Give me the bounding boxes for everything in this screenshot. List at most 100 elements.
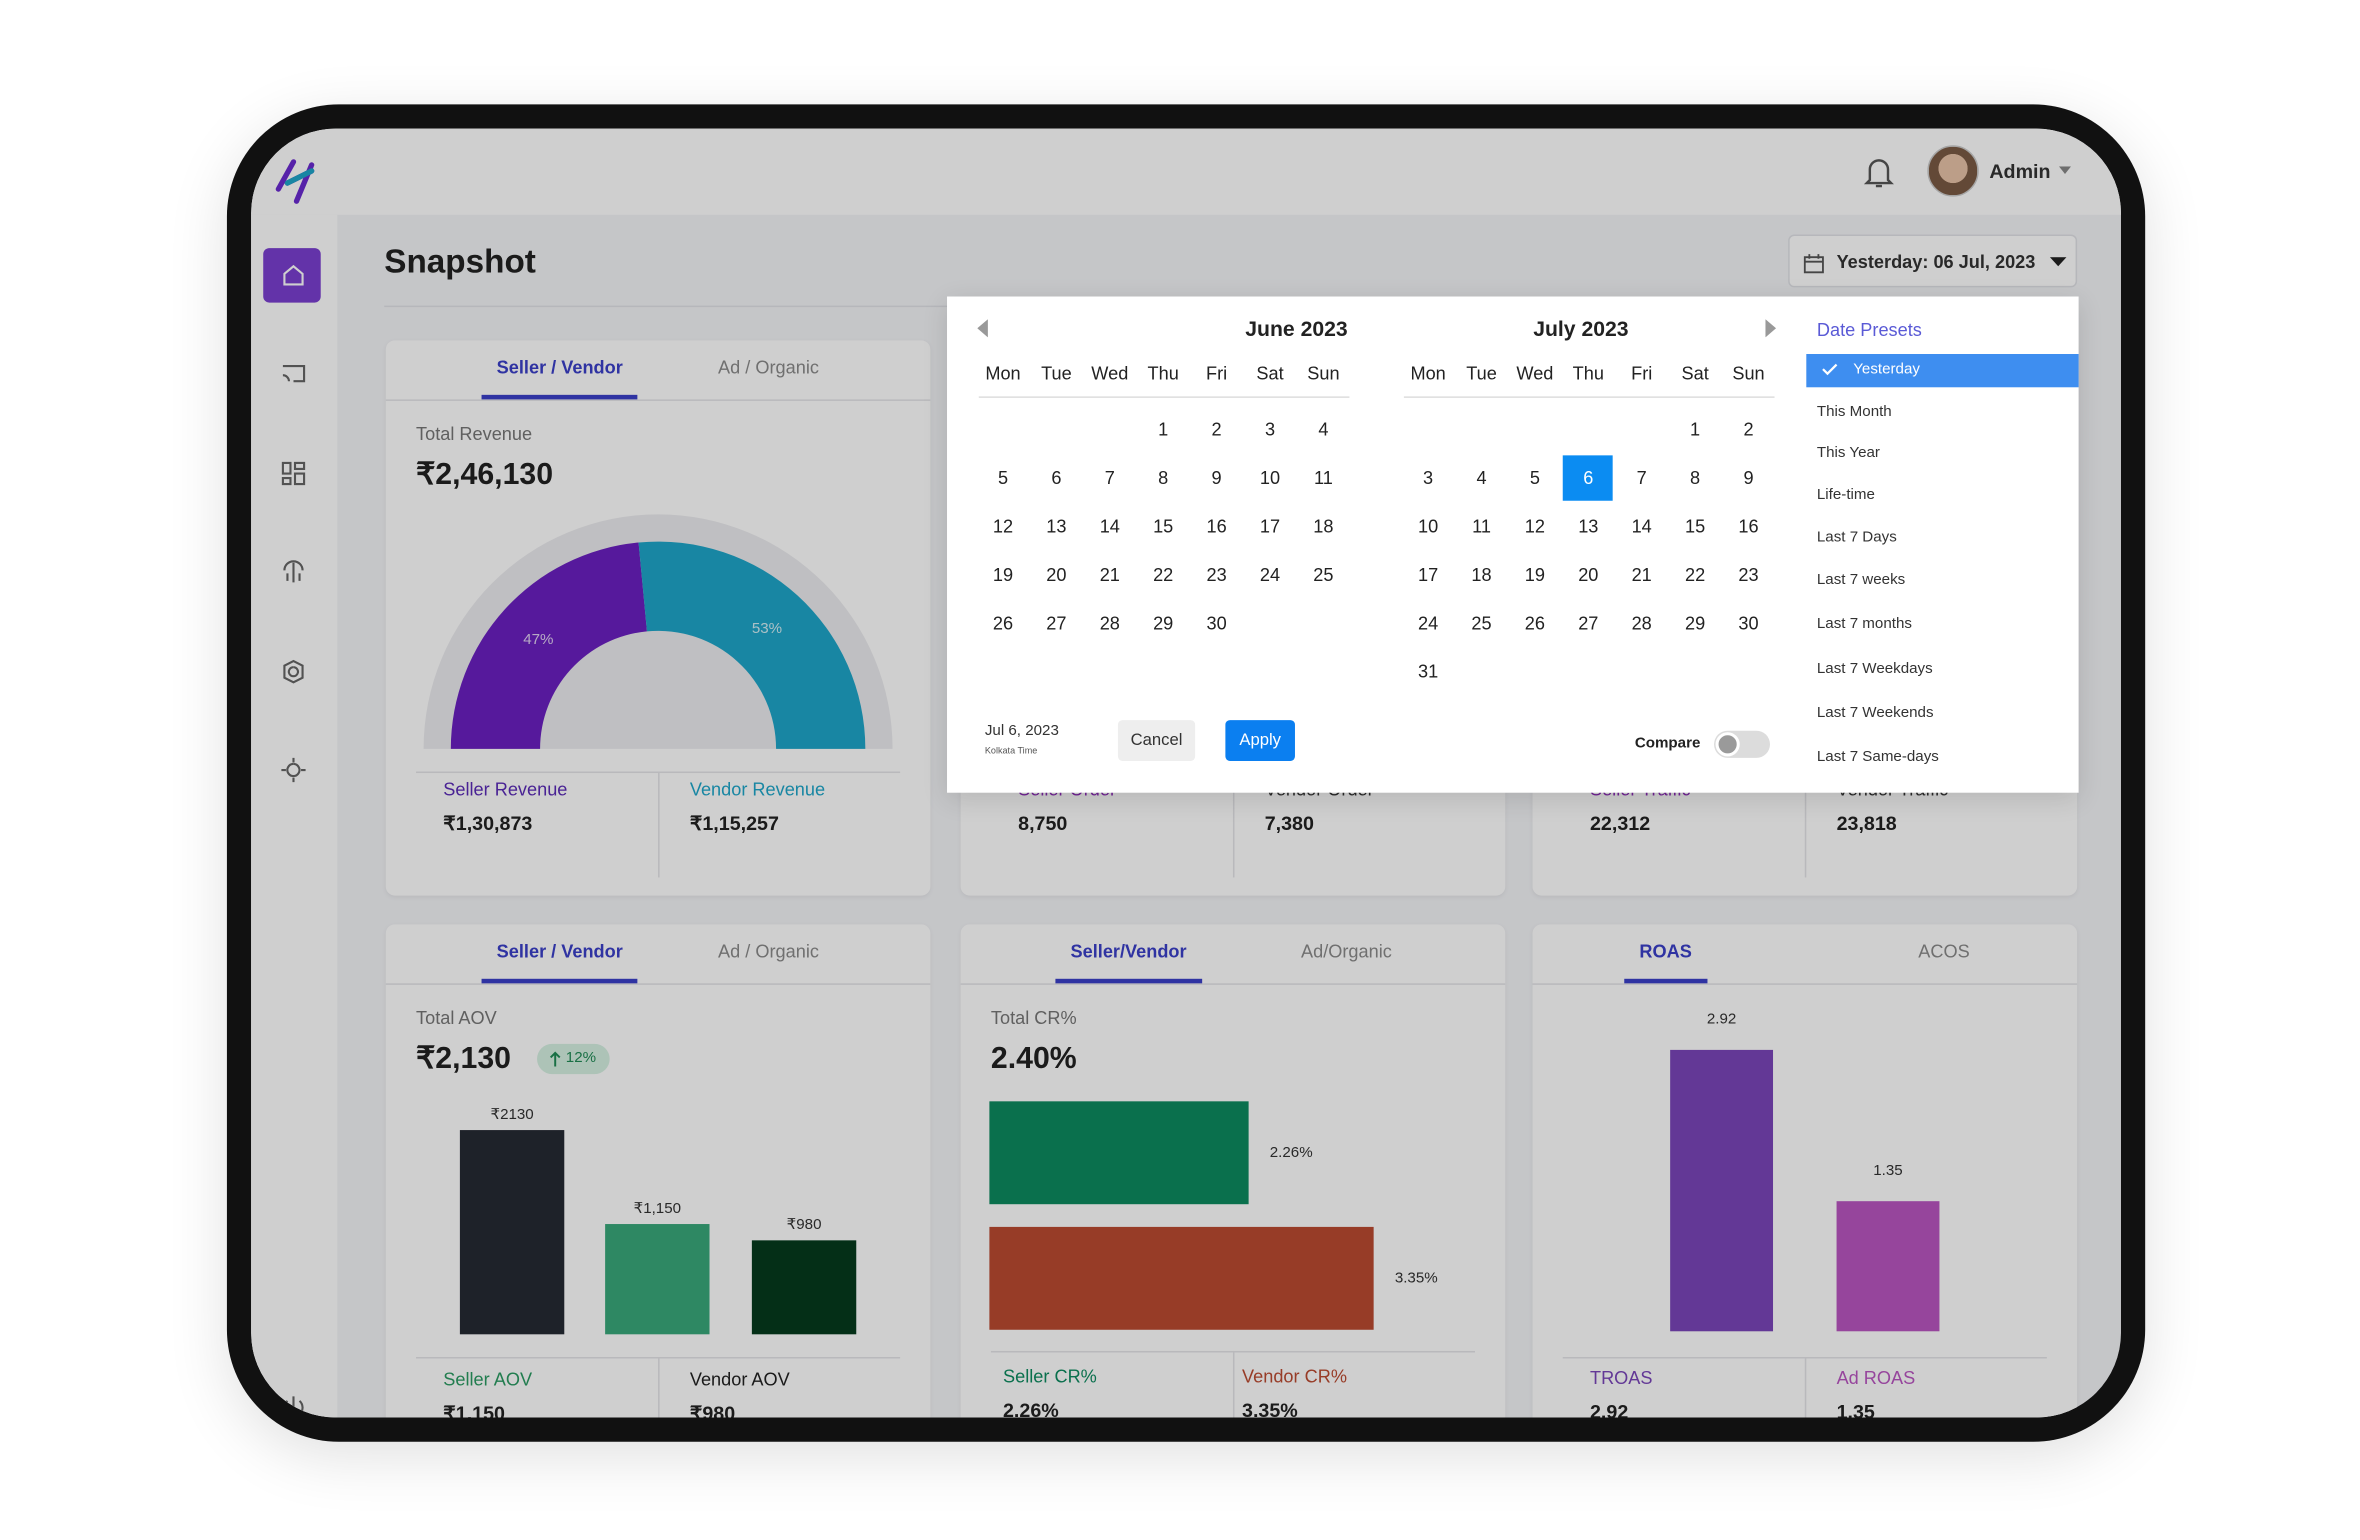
tab[interactable]: Seller/Vendor xyxy=(1055,924,1202,984)
next-month[interactable] xyxy=(1764,319,1777,338)
bar-value-label: 2.92 xyxy=(1707,1011,1736,1028)
day[interactable]: 23 xyxy=(1738,564,1759,586)
day[interactable]: 11 xyxy=(1313,467,1333,489)
day[interactable]: 30 xyxy=(1738,612,1759,634)
nav-glyph xyxy=(283,560,304,583)
day[interactable]: 29 xyxy=(1153,612,1174,634)
preset-option[interactable]: Last 7 Weekends xyxy=(1816,704,1934,722)
preset-option[interactable]: Last 7 Weekdays xyxy=(1816,661,1933,678)
day[interactable]: 8 xyxy=(1158,467,1169,489)
day[interactable]: 7 xyxy=(1636,467,1647,489)
preset-option[interactable]: Last 7 Days xyxy=(1816,529,1897,547)
day[interactable]: 18 xyxy=(1313,515,1334,538)
nav-icon[interactable] xyxy=(280,756,307,783)
compare-toggle[interactable] xyxy=(1714,730,1770,758)
day[interactable]: 26 xyxy=(1524,612,1546,634)
tab[interactable]: Seller / Vendor xyxy=(481,340,638,400)
tab[interactable]: ACOS xyxy=(1918,940,1970,963)
day[interactable]: 3 xyxy=(1423,467,1434,489)
day[interactable]: 20 xyxy=(1046,564,1067,586)
day[interactable]: 31 xyxy=(1417,661,1439,683)
day[interactable]: 28 xyxy=(1099,612,1120,634)
nav-icon[interactable] xyxy=(280,1393,307,1418)
user-name[interactable]: Admin xyxy=(1989,159,2051,183)
nav-icon[interactable] xyxy=(280,658,307,685)
preset-option[interactable]: Yesterday xyxy=(1853,361,1920,379)
day[interactable]: 12 xyxy=(992,515,1014,538)
user-caret[interactable] xyxy=(2058,166,2072,175)
nav-icon[interactable] xyxy=(280,360,307,387)
day[interactable]: 4 xyxy=(1476,467,1487,489)
nav-icon[interactable] xyxy=(280,558,307,585)
day[interactable]: 18 xyxy=(1471,564,1492,586)
preset-option[interactable]: This Month xyxy=(1816,403,1892,421)
day[interactable]: 24 xyxy=(1417,612,1439,634)
tab[interactable]: Ad / Organic xyxy=(718,357,819,379)
day[interactable]: 15 xyxy=(1153,515,1174,538)
day[interactable]: 2 xyxy=(1211,419,1222,441)
metric-value: 23,818 xyxy=(1836,811,1897,835)
day[interactable]: 19 xyxy=(1524,564,1546,586)
day[interactable]: 1 xyxy=(1158,419,1169,441)
day[interactable]: 6 xyxy=(1051,467,1062,489)
day[interactable]: 28 xyxy=(1631,612,1652,634)
day[interactable]: 27 xyxy=(1046,612,1067,634)
day[interactable]: 27 xyxy=(1578,612,1599,634)
day[interactable]: 2 xyxy=(1743,419,1754,441)
day[interactable]: 20 xyxy=(1578,564,1599,586)
day[interactable]: 9 xyxy=(1211,467,1222,489)
day[interactable]: 10 xyxy=(1417,515,1439,538)
day[interactable]: 21 xyxy=(1099,564,1120,586)
day[interactable]: 12 xyxy=(1524,515,1546,538)
day[interactable]: 29 xyxy=(1685,612,1706,634)
day[interactable]: 13 xyxy=(1578,515,1599,538)
day[interactable]: 6 xyxy=(1583,467,1594,489)
day[interactable]: 16 xyxy=(1206,515,1227,538)
day[interactable]: 22 xyxy=(1685,564,1706,586)
avatar[interactable] xyxy=(1927,145,1979,197)
preset-option[interactable]: Last 7 weeks xyxy=(1816,571,1906,589)
preset-option[interactable]: Last 7 Same-days xyxy=(1816,748,1939,766)
day[interactable]: 25 xyxy=(1471,612,1492,634)
day[interactable]: 22 xyxy=(1153,564,1174,586)
notification-bell[interactable] xyxy=(1863,156,1894,189)
tab[interactable]: ROAS xyxy=(1624,924,1707,984)
nav-icon[interactable] xyxy=(280,460,307,487)
day[interactable]: 1 xyxy=(1690,419,1701,441)
date-range-button[interactable]: Yesterday: 06 Jul, 2023 xyxy=(1788,234,2078,288)
tab[interactable]: Seller / Vendor xyxy=(481,924,638,984)
day[interactable]: 23 xyxy=(1206,564,1227,586)
day[interactable]: 17 xyxy=(1417,564,1439,586)
preset-option[interactable]: Life-time xyxy=(1816,487,1875,504)
day[interactable]: 14 xyxy=(1099,515,1120,538)
day[interactable]: 17 xyxy=(1259,515,1281,538)
bar xyxy=(751,1240,857,1335)
prev-month[interactable] xyxy=(977,319,989,338)
day[interactable]: 25 xyxy=(1313,564,1334,586)
day[interactable]: 24 xyxy=(1259,564,1281,586)
day[interactable]: 10 xyxy=(1259,467,1281,489)
nav-icon[interactable] xyxy=(280,262,307,289)
day[interactable]: 5 xyxy=(1529,467,1540,489)
day[interactable]: 4 xyxy=(1318,419,1329,441)
tab[interactable]: Ad / Organic xyxy=(718,940,819,963)
day[interactable]: 8 xyxy=(1690,467,1701,489)
tab[interactable]: Ad/Organic xyxy=(1301,940,1392,963)
day[interactable]: 5 xyxy=(997,467,1009,489)
cancel-button[interactable]: Cancel xyxy=(1117,720,1196,761)
day[interactable]: 3 xyxy=(1264,419,1276,441)
day[interactable]: 13 xyxy=(1046,515,1067,538)
preset-option[interactable]: Last 7 months xyxy=(1816,615,1912,633)
day[interactable]: 7 xyxy=(1104,467,1115,489)
day[interactable]: 9 xyxy=(1743,467,1754,489)
day[interactable]: 16 xyxy=(1738,515,1759,538)
apply-button[interactable]: Apply xyxy=(1225,720,1295,761)
preset-option[interactable]: This Year xyxy=(1816,444,1880,462)
day[interactable]: 14 xyxy=(1631,515,1652,538)
day[interactable]: 15 xyxy=(1685,515,1706,538)
day[interactable]: 26 xyxy=(992,612,1014,634)
day[interactable]: 21 xyxy=(1631,564,1652,586)
day[interactable]: 30 xyxy=(1206,612,1227,634)
day[interactable]: 11 xyxy=(1472,515,1491,538)
day[interactable]: 19 xyxy=(992,564,1014,586)
